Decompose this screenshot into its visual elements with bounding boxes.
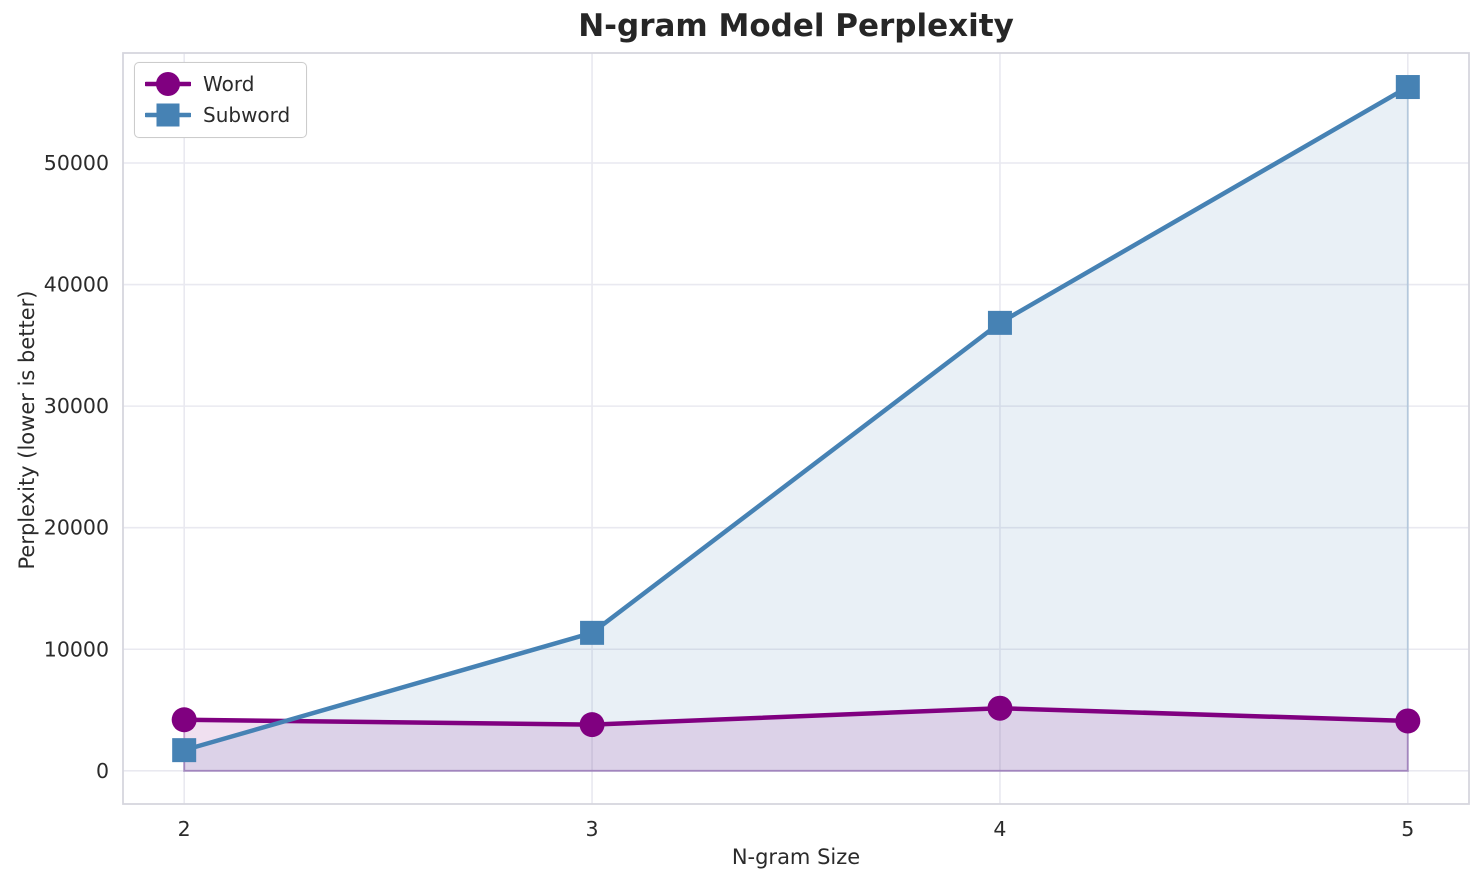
tick-label-y-10000: 10000 xyxy=(44,637,109,661)
tick-label-y-30000: 30000 xyxy=(44,394,109,418)
marker-word-x2 xyxy=(171,707,197,733)
tick-label-y-0: 0 xyxy=(96,759,109,783)
tick-label-x-2: 2 xyxy=(178,817,191,841)
marker-word-x4 xyxy=(987,695,1013,721)
tick-label-x-4: 4 xyxy=(993,817,1006,841)
series-line-subword xyxy=(181,84,1411,753)
tick-label-x-3: 3 xyxy=(586,817,599,841)
tick-label-y-40000: 40000 xyxy=(44,273,109,297)
legend-label: Subword xyxy=(203,103,291,127)
tick-label-y-20000: 20000 xyxy=(44,516,109,540)
marker-word-x3 xyxy=(579,712,605,738)
marker-subword-x3 xyxy=(580,620,605,645)
series-line-word xyxy=(181,705,1411,727)
marker-word-x5 xyxy=(1395,708,1421,734)
tick-label-y-50000: 50000 xyxy=(44,151,109,175)
marker-subword-x4 xyxy=(987,310,1012,335)
legend-box: Word Subword xyxy=(134,62,308,138)
legend-item-subword: Subword xyxy=(145,101,290,129)
area-fill-subword xyxy=(183,85,1409,772)
marker-subword-x5 xyxy=(1395,75,1420,100)
legend-item-word: Word xyxy=(145,70,290,98)
y-axis-label: Perplexity (lower is better) xyxy=(15,290,39,570)
circle-marker-icon xyxy=(145,72,191,96)
axes-frame xyxy=(122,52,1470,805)
tick-label-x-5: 5 xyxy=(1401,817,1414,841)
x-axis-label: N-gram Size xyxy=(731,845,861,869)
legend-label: Word xyxy=(203,72,255,96)
chart-title: N-gram Model Perplexity xyxy=(578,8,1014,44)
square-marker-icon xyxy=(145,103,191,127)
marker-subword-x2 xyxy=(172,738,197,763)
